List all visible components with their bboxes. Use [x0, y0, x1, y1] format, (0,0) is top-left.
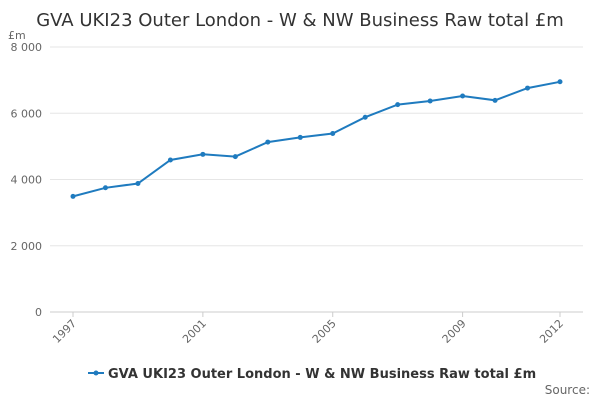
data-point[interactable] [557, 79, 563, 85]
data-point[interactable] [525, 85, 531, 91]
legend-swatch-marker [93, 370, 99, 376]
y-tick-label: 2 000 [11, 240, 43, 253]
source-label: Source: [545, 383, 590, 397]
legend-label: GVA UKI23 Outer London - W & NW Business… [108, 367, 536, 382]
data-point[interactable] [232, 154, 238, 160]
x-axis: 1997 2001 2005 2009 2012 [50, 312, 566, 346]
x-tick-label: 2012 [537, 317, 566, 346]
y-axis: 0 2 000 4 000 6 000 8 000 [11, 41, 43, 319]
series-line [72, 80, 561, 198]
x-tick-label: 2001 [180, 317, 209, 346]
data-point[interactable] [460, 93, 466, 99]
x-tick-label: 1997 [50, 317, 79, 346]
y-tick-label: 0 [35, 306, 42, 319]
x-tick-label: 2005 [310, 317, 339, 346]
data-point[interactable] [362, 114, 368, 120]
chart-title: GVA UKI23 Outer London - W & NW Business… [36, 10, 564, 31]
x-tick-label: 2009 [440, 317, 469, 346]
plot-area [70, 79, 563, 199]
data-point[interactable] [330, 130, 336, 136]
data-point[interactable] [492, 97, 498, 103]
y-tick-label: 4 000 [11, 174, 43, 187]
data-point[interactable] [427, 98, 433, 104]
data-point[interactable] [135, 180, 141, 186]
y-unit-label: £m [8, 29, 26, 42]
data-point[interactable] [395, 102, 401, 108]
y-tick-label: 8 000 [11, 41, 43, 54]
data-point[interactable] [102, 185, 108, 191]
gridlines [50, 46, 583, 313]
data-point[interactable] [265, 139, 271, 145]
data-point[interactable] [297, 134, 303, 140]
data-point[interactable] [167, 157, 173, 163]
data-point[interactable] [200, 151, 206, 157]
data-point[interactable] [70, 193, 76, 199]
y-tick-label: 6 000 [11, 107, 43, 120]
legend[interactable]: GVA UKI23 Outer London - W & NW Business… [88, 367, 536, 382]
